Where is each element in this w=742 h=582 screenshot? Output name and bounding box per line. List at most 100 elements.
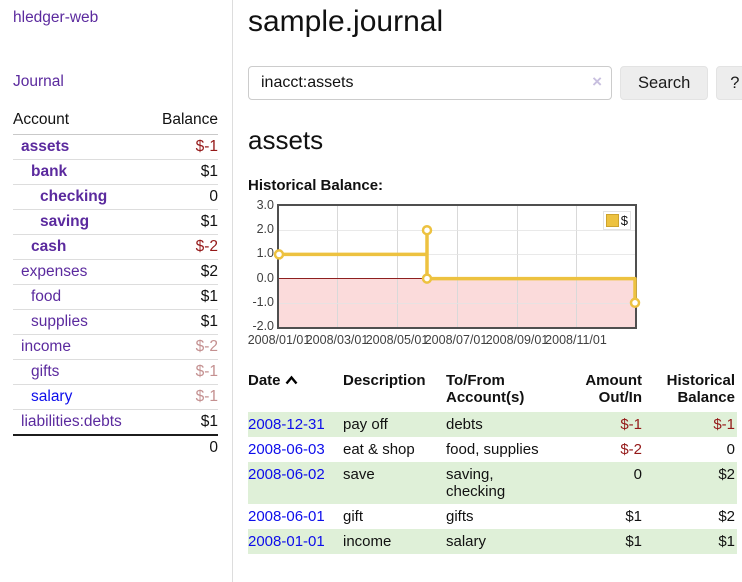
account-row-expenses: expenses $2 — [13, 259, 218, 285]
brand: hledger-web — [13, 9, 218, 27]
legend-label: $ — [620, 213, 628, 228]
account-balance-cash: $-2 — [148, 234, 218, 260]
transaction-amount: $1 — [625, 508, 642, 525]
search-input[interactable] — [248, 66, 612, 100]
historical-balance-chart[interactable]: 3.0 2.0 1.0 0.0 -1.0 -2.0 — [248, 198, 641, 351]
account-balance-bank: $1 — [148, 159, 218, 185]
x-tick-label: 2008/11/01 — [545, 333, 607, 347]
app-title-link[interactable]: hledger-web — [13, 9, 99, 26]
transaction-description: pay off — [343, 416, 388, 433]
transaction-description: income — [343, 533, 392, 550]
y-tick-label: -1.0 — [252, 295, 274, 309]
accounts-total-row: 0 — [13, 434, 218, 460]
data-point-marker — [273, 249, 285, 260]
transaction-accounts: gifts — [446, 508, 474, 525]
main-content: sample.journal × Search ? assets Histori… — [233, 0, 742, 582]
transaction-amount: $-1 — [620, 416, 642, 433]
transaction-date-link[interactable]: 2008-06-01 — [248, 508, 325, 525]
account-link-gifts[interactable]: gifts — [31, 363, 60, 380]
gridline — [397, 206, 398, 327]
transaction-date-link[interactable]: 2008-01-01 — [248, 533, 325, 550]
plot-area: $ — [273, 204, 641, 329]
register-header-row: Date Description To/From Account(s) Amou… — [248, 368, 737, 412]
search-box: × — [248, 66, 612, 100]
account-link-expenses[interactable]: expenses — [21, 263, 88, 280]
accounts-header-balance: Balance — [148, 108, 218, 135]
chart-title: Historical Balance: — [248, 177, 384, 194]
transaction-date-link[interactable]: 2008-06-03 — [248, 441, 325, 458]
accounts-header-account: Account — [13, 108, 149, 135]
transaction-description: eat & shop — [343, 441, 415, 458]
gridline — [457, 206, 458, 327]
legend-swatch-icon — [605, 214, 619, 227]
account-balance-gifts: $-1 — [148, 359, 218, 385]
account-link-saving[interactable]: saving — [40, 213, 90, 230]
x-tick-label: 2008/03/01 — [305, 333, 369, 347]
register-row[interactable]: 2008-12-31 pay off debts $-1 $-1 — [248, 412, 737, 437]
register-row[interactable]: 2008-01-01 income salary $1 $1 — [248, 529, 737, 554]
account-link-income[interactable]: income — [21, 338, 71, 355]
account-heading: assets — [248, 125, 324, 155]
accounts-header-row: Account Balance — [13, 108, 218, 135]
nav-journal: Journal — [13, 73, 218, 91]
register-table: Date Description To/From Account(s) Amou… — [248, 368, 737, 554]
register-header-accounts: To/From Account(s) — [446, 372, 525, 406]
account-row-gifts: gifts $-1 — [13, 359, 218, 385]
search-button[interactable]: Search — [620, 66, 709, 100]
transaction-accounts: debts — [446, 416, 483, 433]
account-balance-assets: $-1 — [195, 138, 218, 155]
account-link-salary[interactable]: salary — [31, 388, 73, 405]
data-point-marker — [629, 297, 641, 309]
account-balance-saving: $1 — [148, 209, 218, 235]
transaction-balance: $1 — [718, 533, 735, 550]
account-link-bank[interactable]: bank — [31, 163, 68, 180]
account-row-liabilities-debts: liabilities:debts $1 — [13, 409, 218, 435]
account-row-salary: salary $-1 — [13, 384, 218, 410]
sort-asc-icon — [285, 373, 298, 390]
help-button[interactable]: ? — [716, 66, 742, 100]
transaction-description: gift — [343, 508, 364, 525]
gridline — [279, 254, 635, 255]
gridline — [279, 303, 635, 304]
account-link-food[interactable]: food — [31, 288, 62, 305]
account-row-income: income $-2 — [13, 334, 218, 360]
account-balance-checking: 0 — [148, 184, 218, 210]
transaction-amount: $1 — [625, 533, 642, 550]
gridline — [576, 206, 577, 327]
transaction-date-link[interactable]: 2008-12-31 — [248, 416, 325, 433]
register-header-date[interactable]: Date — [248, 368, 343, 412]
transaction-accounts: saving, checking — [446, 466, 506, 500]
data-point-marker — [421, 273, 433, 284]
register-row[interactable]: 2008-06-02 save saving, checking 0 $2 — [248, 462, 737, 504]
journal-link[interactable]: Journal — [13, 73, 64, 90]
clear-search-icon[interactable]: × — [592, 72, 602, 91]
account-balance-income: $-2 — [148, 334, 218, 360]
transaction-amount: 0 — [633, 466, 642, 483]
transaction-balance: $-1 — [713, 416, 735, 433]
register-row[interactable]: 2008-06-03 eat & shop food, supplies $-2… — [248, 437, 737, 462]
sidebar: hledger-web Journal Account Balance asse… — [0, 0, 233, 582]
transaction-accounts: food, supplies — [446, 441, 539, 458]
account-row-checking: checking 0 — [13, 184, 218, 210]
account-row-supplies: supplies $1 — [13, 309, 218, 335]
chart-legend: $ — [602, 211, 631, 230]
x-tick-label: 2008/09/01 — [485, 333, 549, 347]
register-row[interactable]: 2008-06-01 gift gifts $1 $2 — [248, 504, 737, 529]
account-link-liabilities-debts[interactable]: liabilities:debts — [21, 413, 122, 430]
data-point-marker — [421, 224, 433, 236]
account-balance-expenses: $2 — [148, 259, 218, 285]
account-row-bank: bank $1 — [13, 159, 218, 185]
account-link-checking[interactable]: checking — [40, 188, 108, 205]
register-header-description: Description — [343, 372, 426, 389]
account-link-cash[interactable]: cash — [31, 238, 67, 255]
gridline — [337, 206, 338, 327]
y-tick-label: 0.0 — [256, 271, 274, 285]
account-balance-liabilities-debts: $1 — [148, 409, 218, 435]
account-link-supplies[interactable]: supplies — [31, 313, 88, 330]
y-tick-label: 1.0 — [256, 246, 274, 260]
x-tick-label: 2008/07/01 — [424, 333, 488, 347]
transaction-date-link[interactable]: 2008-06-02 — [248, 466, 325, 483]
y-tick-label: -2.0 — [252, 319, 274, 333]
account-link-assets[interactable]: assets — [21, 138, 70, 155]
register-header-amount: Amount Out/In — [585, 372, 642, 406]
